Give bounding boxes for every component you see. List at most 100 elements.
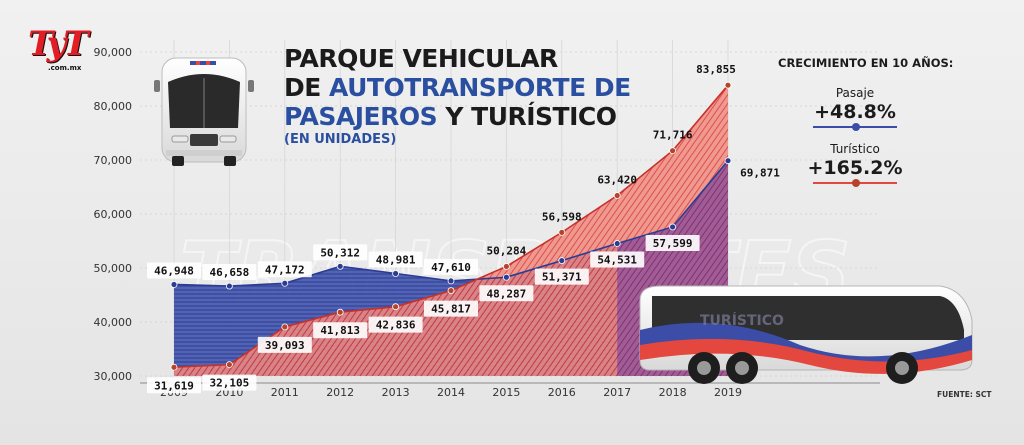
- data-label-pasaje: 57,599: [645, 234, 700, 251]
- data-label-pasaje-text: 48,287: [487, 287, 527, 300]
- point-pasaje: [558, 257, 566, 264]
- data-label-pasaje: 48,981: [368, 251, 423, 268]
- chart-points: [170, 81, 732, 371]
- data-label-pasaje-bg: [313, 244, 368, 261]
- point-pasaje: [447, 277, 455, 285]
- data-label-turistico: 45,817: [424, 300, 478, 317]
- data-label-turistico: 31,619: [147, 377, 201, 394]
- data-label-turistico: 56,598: [542, 210, 582, 223]
- x-tick-label: 2019: [714, 386, 742, 399]
- data-label-turistico: 41,813: [313, 322, 368, 339]
- data-label-turistico-bg: [257, 336, 312, 353]
- title-line-3-highlight: PASAJEROS: [284, 102, 438, 131]
- data-label-pasaje-bg: [590, 251, 645, 268]
- point-turistico: [336, 308, 344, 316]
- data-label-pasaje-text: 46,948: [154, 264, 194, 277]
- point-turistico: [170, 363, 178, 371]
- data-label-turistico-text: 31,619: [154, 379, 194, 392]
- data-label-pasaje: 54,531: [590, 251, 645, 268]
- growth-turistico-label: Turístico: [830, 142, 880, 156]
- x-tick-label: 2016: [548, 386, 576, 399]
- point-pasaje: [170, 281, 178, 288]
- data-label-turistico-text: 50,284: [487, 244, 527, 257]
- data-label-turistico-bg: [424, 300, 478, 317]
- data-label-pasaje: 47,172: [257, 261, 312, 278]
- data-label-turistico: 32,105: [202, 374, 257, 391]
- data-label-pasaje-bg: [424, 258, 478, 275]
- data-label-pasaje-text: 48,981: [376, 254, 416, 267]
- growth-panel: CRECIMIENTO EN 10 AÑOS: Pasaje +48.8% Tu…: [770, 56, 953, 187]
- data-label-pasaje: 46,658: [202, 264, 257, 281]
- point-pasaje: [225, 282, 233, 290]
- point-turistico: [724, 81, 732, 89]
- data-label-turistico: 71,716: [653, 129, 693, 142]
- data-label-turistico-text: 39,093: [265, 339, 305, 352]
- x-tick-label: 2017: [603, 386, 631, 399]
- y-tick-label: 40,000: [94, 316, 133, 329]
- growth-pasaje-label: Pasaje: [835, 86, 875, 100]
- point-turistico: [558, 228, 566, 236]
- legend-pasaje-line: [813, 123, 897, 131]
- y-tick-label: 90,000: [94, 46, 133, 59]
- legend-turistico-line: [813, 179, 897, 187]
- point-pasaje: [669, 223, 676, 231]
- point-turistico: [669, 147, 676, 155]
- x-tick-label: 2014: [437, 386, 465, 399]
- logo-domain: .com.mx: [48, 64, 82, 72]
- point-pasaje: [613, 240, 621, 247]
- y-axis-ticks: 30,000 40,000 50,000 60,000 70,000 80,000 90,0…: [94, 46, 133, 383]
- chart-title: PARQUE VEHICULAR DE AUTOTRANSPORTE DE PA…: [284, 44, 631, 147]
- data-label-pasaje-bg: [645, 234, 700, 251]
- growth-turistico-value: +165.2%: [807, 157, 903, 179]
- data-label-turistico: 83,855: [696, 63, 736, 76]
- point-pasaje: [502, 273, 510, 281]
- data-label-turistico-text: 41,813: [320, 324, 360, 337]
- chart-subtitle: (EN UNIDADES): [284, 132, 397, 147]
- data-label-pasaje-bg: [368, 251, 423, 268]
- data-label-pasaje-bg: [534, 268, 589, 285]
- x-tick-label: 2013: [382, 386, 410, 399]
- data-label-pasaje: 47,610: [424, 258, 478, 275]
- point-turistico: [447, 287, 455, 294]
- point-turistico: [225, 361, 233, 369]
- title-line-2-prefix: DE: [284, 73, 330, 102]
- point-turistico: [613, 192, 621, 199]
- data-label-pasaje-text: 69,871: [740, 167, 780, 180]
- tyt-logo: TyT .com.mx: [26, 22, 89, 74]
- legend-pasaje-dot: [852, 123, 860, 131]
- bus-side-text: TURÍSTICO: [700, 312, 784, 329]
- data-label-turistico-text: 42,836: [376, 319, 416, 332]
- y-tick-label: 60,000: [94, 208, 133, 221]
- growth-pasaje: Pasaje +48.8%: [770, 86, 940, 131]
- data-label-pasaje-text: 46,658: [210, 266, 250, 279]
- data-label-pasaje-bg: [202, 264, 257, 281]
- x-tick-label: 2018: [659, 386, 687, 399]
- data-label-pasaje-text: 47,610: [431, 261, 471, 274]
- data-label-pasaje: 51,371: [534, 268, 589, 285]
- x-tick-label: 2011: [271, 386, 299, 399]
- data-label-turistico-text: 45,817: [431, 303, 471, 316]
- data-label-turistico-text: 83,855: [696, 63, 736, 76]
- data-label-turistico-bg: [202, 374, 257, 391]
- data-label-pasaje-bg: [147, 262, 201, 279]
- point-pasaje: [392, 270, 400, 277]
- data-label-pasaje: 50,312: [313, 244, 368, 261]
- point-pasaje: [281, 279, 289, 287]
- y-tick-label: 30,000: [94, 370, 133, 383]
- area-turistico: [174, 85, 728, 377]
- title-line-3: PASAJEROS Y TURÍSTICO: [284, 102, 631, 131]
- data-label-turistico: 39,093: [257, 336, 312, 353]
- growth-turistico: Turístico +165.2%: [770, 142, 940, 187]
- logo-text: TyT: [28, 24, 89, 64]
- x-tick-label: 2012: [326, 386, 354, 399]
- data-label-pasaje-text: 57,599: [653, 237, 693, 250]
- data-label-turistico-text: 32,105: [210, 377, 250, 390]
- data-label-pasaje-bg: [479, 285, 534, 302]
- data-label-turistico-bg: [368, 316, 423, 333]
- data-label-turistico-bg: [147, 377, 201, 394]
- data-label-turistico-text: 71,716: [653, 129, 693, 142]
- data-label-pasaje: 46,948: [147, 262, 201, 279]
- data-label-pasaje-text: 47,172: [265, 263, 305, 276]
- data-label-turistico: 63,420: [597, 174, 637, 187]
